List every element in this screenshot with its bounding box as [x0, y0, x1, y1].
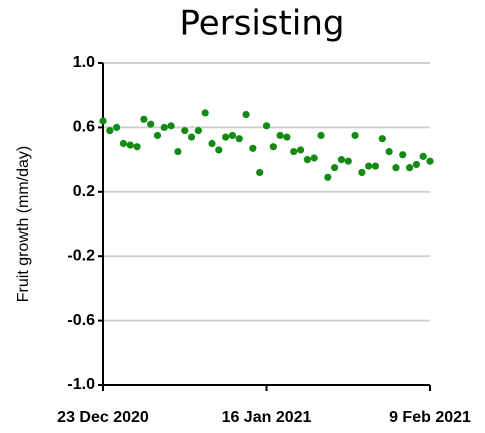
y-axis-label: Fruit growth (mm/day)	[15, 146, 32, 302]
point	[365, 162, 373, 170]
point	[392, 164, 400, 172]
point	[140, 115, 148, 123]
y-tick-label: 0.6	[73, 119, 95, 136]
point	[113, 123, 121, 131]
point	[174, 147, 182, 156]
point	[324, 173, 332, 181]
point	[160, 123, 168, 131]
point	[337, 156, 346, 164]
point	[317, 131, 325, 140]
point	[351, 131, 359, 140]
point	[256, 168, 264, 177]
point	[194, 127, 202, 135]
point	[147, 120, 155, 128]
point	[276, 131, 284, 140]
x-tick-label: 9 Feb 2021	[389, 409, 471, 426]
point	[133, 143, 141, 151]
point	[126, 141, 134, 149]
point	[106, 127, 114, 135]
point	[208, 139, 216, 148]
y-tick-label: -0.2	[67, 247, 95, 264]
point	[371, 162, 380, 170]
point	[262, 122, 271, 130]
x-tick-label: 16 Jan 2021	[222, 409, 312, 426]
point	[215, 146, 223, 154]
y-tick-label: 1.0	[73, 54, 95, 71]
point	[235, 135, 243, 143]
point	[310, 154, 318, 162]
point	[331, 164, 339, 172]
point	[187, 133, 196, 141]
point	[344, 157, 352, 165]
point	[242, 110, 250, 119]
point	[228, 131, 237, 140]
point	[405, 164, 414, 172]
point	[419, 152, 427, 160]
x-tick-label: 23 Dec 2020	[57, 409, 149, 426]
point	[399, 151, 407, 159]
point	[119, 139, 128, 148]
point	[378, 135, 386, 143]
point	[222, 133, 230, 141]
point	[167, 122, 175, 130]
point	[181, 127, 189, 135]
y-tick-label: 0.2	[73, 183, 95, 200]
chart-title: Persisting	[180, 4, 345, 44]
point	[201, 109, 209, 117]
y-tick-label: -0.6	[67, 312, 95, 329]
point	[385, 147, 393, 156]
point	[426, 157, 434, 165]
point	[296, 146, 305, 154]
point	[99, 117, 107, 125]
point	[358, 168, 366, 177]
point	[153, 131, 162, 140]
point	[249, 144, 257, 152]
point	[269, 143, 277, 151]
point	[290, 147, 298, 156]
point	[283, 133, 291, 141]
y-tick-label: -1.0	[67, 376, 95, 393]
point	[303, 156, 311, 164]
point	[412, 160, 420, 169]
